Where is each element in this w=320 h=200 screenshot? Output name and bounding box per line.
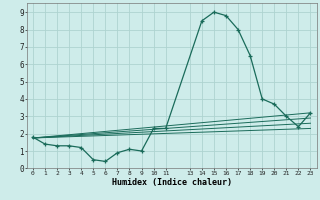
X-axis label: Humidex (Indice chaleur): Humidex (Indice chaleur)	[112, 178, 232, 187]
